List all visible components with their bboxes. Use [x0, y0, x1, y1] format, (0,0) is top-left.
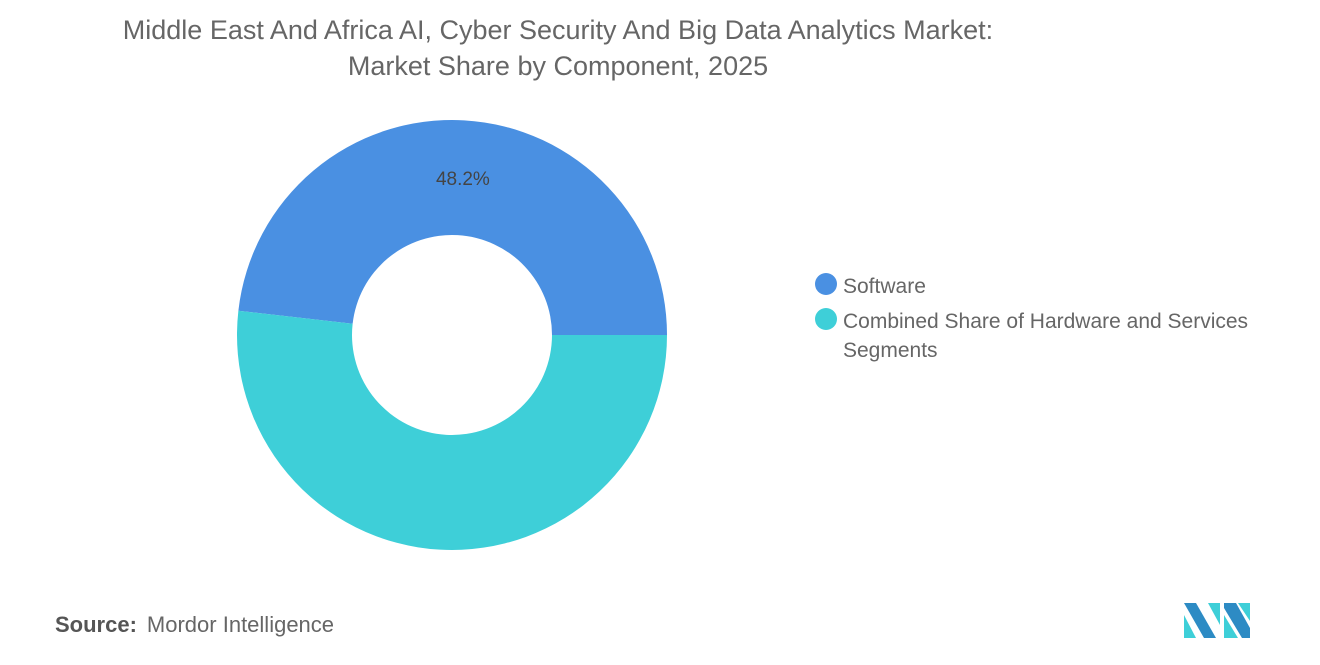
- title-line-1: Middle East And Africa AI, Cyber Securit…: [122, 15, 994, 45]
- data-label-software: 48.2%: [436, 169, 490, 190]
- legend-item-hardware-services[interactable]: Combined Share of Hardware and Services …: [815, 307, 1295, 365]
- legend-item-software[interactable]: Software: [815, 272, 1295, 301]
- source: Source: Mordor Intelligence: [55, 612, 334, 638]
- legend: Software Combined Share of Hardware and …: [815, 272, 1295, 371]
- legend-label: Software: [843, 275, 926, 298]
- source-label: Source:: [55, 612, 137, 637]
- legend-label: Combined Share of Hardware and Services …: [843, 310, 1249, 362]
- slice-software[interactable]: [238, 119, 667, 335]
- source-value: Mordor Intelligence: [146, 612, 335, 637]
- legend-swatch-software: [815, 273, 837, 295]
- legend-swatch-hardware-services: [815, 308, 837, 330]
- title-line-2: Market Share by Component, 2025: [347, 51, 769, 81]
- mordor-intelligence-logo: [1184, 603, 1250, 638]
- chart-title: Middle East And Africa AI, Cyber Securit…: [0, 12, 1116, 84]
- slice-hardware-services[interactable]: [237, 310, 667, 550]
